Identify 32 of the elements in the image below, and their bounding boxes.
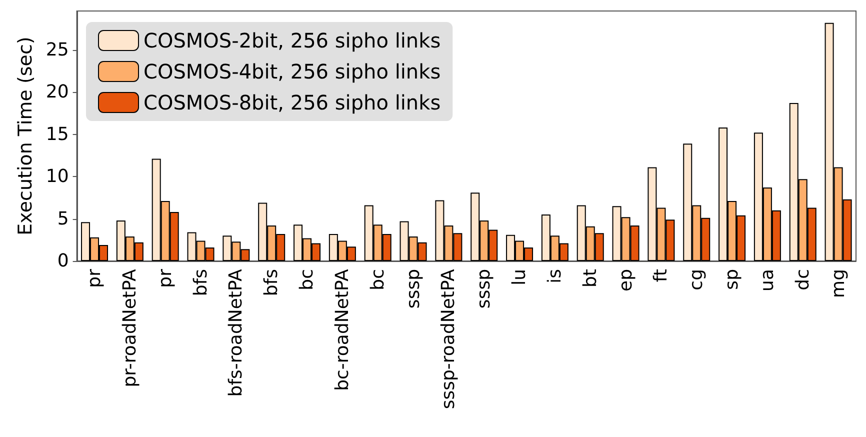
x-tick-label: sssp-roadNetPA [438, 268, 460, 410]
x-tick-label: bt [580, 269, 601, 288]
x-tick-label: bfs-roadNetPA [226, 268, 247, 397]
x-tick-label: sssp [474, 269, 495, 309]
x-tick-label: pr [154, 268, 176, 288]
x-tick-label: bc [296, 269, 318, 290]
x-tick-label: sssp [402, 269, 424, 309]
x-tick-label: bfs [190, 269, 212, 296]
legend-label: COSMOS-4bit, 256 sipho links [144, 60, 441, 84]
y-tick-label: 5 [57, 208, 69, 230]
y-tick-label: 10 [46, 166, 69, 188]
x-tick-label: is [544, 269, 566, 284]
y-tick-label: 0 [57, 250, 69, 272]
x-tick-label: mg [828, 269, 849, 298]
x-tick-label: bc-roadNetPA [332, 268, 353, 391]
y-tick-label: 25 [46, 39, 69, 60]
x-tick-label: cg [686, 269, 708, 290]
x-tick-label: ft [650, 269, 672, 282]
x-tick-label: sp [722, 269, 743, 290]
x-tick-label: pr [84, 268, 106, 288]
y-tick-label: 15 [46, 124, 69, 145]
x-tick-label: dc [792, 269, 814, 290]
x-tick-label: bfs [261, 269, 282, 296]
legend-label: COSMOS-8bit, 256 sipho links [144, 90, 441, 114]
x-tick-label: pr-roadNetPA [119, 268, 140, 388]
y-tick-label: 20 [46, 82, 69, 103]
x-tick-label: lu [509, 269, 530, 286]
legend-label: COSMOS-2bit, 256 sipho links [144, 28, 441, 52]
x-tick-label: ep [615, 269, 636, 292]
y-axis-title: Execution Time (sec) [14, 36, 36, 236]
x-tick-label: bc [367, 269, 388, 290]
x-tick-label: ua [756, 269, 778, 292]
